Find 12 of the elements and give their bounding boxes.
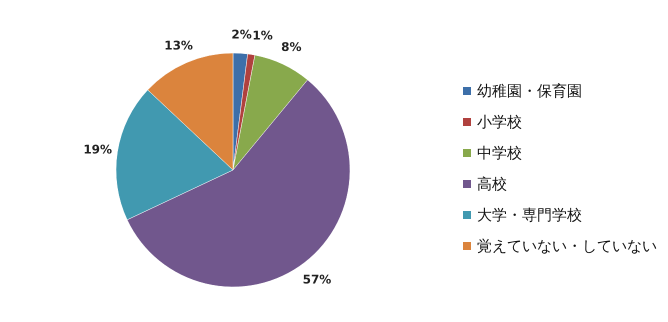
data-label: 13% [164, 38, 193, 52]
legend-label: 小学校 [477, 113, 522, 131]
data-label: 2% [231, 27, 252, 42]
data-label: 19% [83, 142, 112, 157]
legend-label: 覚えていない・していない [477, 237, 657, 255]
data-label: 1% [252, 28, 273, 43]
legend-label: 幼稚園・保育園 [477, 82, 582, 100]
data-label: 8% [281, 40, 302, 54]
legend-label: 中学校 [477, 144, 522, 162]
data-label: 57% [302, 272, 332, 286]
legend-label: 高校 [477, 175, 507, 193]
legend-label: 大学・専門学校 [477, 206, 582, 224]
